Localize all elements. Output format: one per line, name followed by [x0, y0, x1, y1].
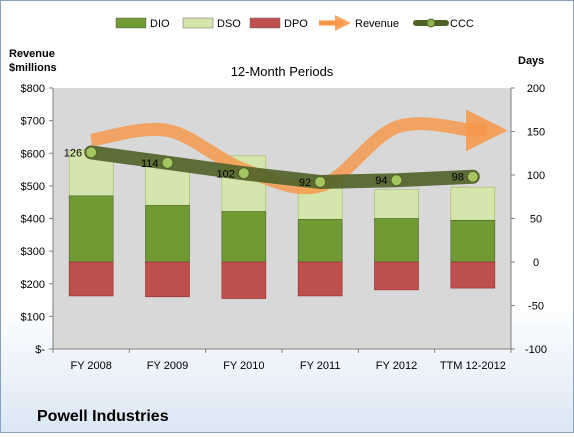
ccc-point-fy-2009: [161, 156, 174, 169]
chart-title: 12-Month Periods: [231, 64, 334, 79]
right-tick-label: 50: [530, 214, 542, 226]
bar-dio-fy-2009: [145, 205, 190, 263]
right-axis-label: Days: [518, 55, 544, 67]
legend-marker-ccc: [426, 18, 436, 28]
left-tick-label: $300: [21, 246, 45, 258]
legend-swatch-dio: [115, 17, 147, 29]
company-name: Powell Industries: [37, 408, 169, 425]
right-tick-label: -50: [528, 301, 544, 313]
ccc-point-fy-2012: [390, 174, 403, 187]
bar-dso-ttm-12-2012: [450, 186, 496, 221]
left-tick-label: $500: [21, 181, 45, 193]
left-tick-label: $800: [21, 83, 45, 95]
bar-dpo-fy-2009: [145, 261, 190, 298]
bar-dso-fy-2012: [374, 189, 419, 219]
legend-label-ccc: CCC: [450, 18, 474, 30]
ccc-label-fy-2010: 102: [216, 168, 234, 180]
ccc-label-fy-2008: 126: [64, 147, 82, 159]
right-tick-label: 0: [533, 257, 539, 269]
x-tick-label-fy-2012: FY 2012: [376, 360, 417, 372]
bar-dpo-fy-2008: [68, 261, 114, 297]
left-axis-label-line1: Revenue: [9, 48, 55, 60]
bar-dio-fy-2012: [374, 218, 419, 263]
ccc-label-fy-2012: 94: [375, 175, 387, 187]
left-tick-label: $600: [21, 148, 45, 160]
ccc-point-fy-2008: [85, 146, 98, 159]
left-axis-label-line2: $millions: [9, 62, 57, 74]
left-tick-label: $200: [21, 279, 45, 291]
left-tick-label: $-: [35, 344, 45, 356]
x-tick-label-fy-2010: FY 2010: [223, 360, 264, 372]
right-tick-label: -100: [525, 344, 547, 356]
legend-label-revenue: Revenue: [355, 18, 399, 30]
bar-dpo-fy-2010: [221, 261, 267, 299]
left-tick-label: $100: [21, 311, 45, 323]
right-tick-label: 100: [527, 170, 545, 182]
left-tick-label: $400: [21, 214, 45, 226]
x-tick-label-fy-2008: FY 2008: [70, 360, 111, 372]
bar-dpo-ttm-12-2012: [450, 261, 496, 289]
legend-label-dso: DSO: [217, 18, 241, 30]
x-tick-label-ttm-12-2012: TTM 12-2012: [440, 360, 506, 372]
x-tick-label-fy-2009: FY 2009: [147, 360, 188, 372]
ccc-line: [84, 145, 480, 189]
right-tick-label: 200: [527, 83, 545, 95]
legend-label-dpo: DPO: [284, 18, 308, 30]
ccc-label-fy-2009: 114: [141, 158, 159, 170]
ccc-label-ttm-12-2012: 98: [452, 172, 464, 184]
ccc-point-fy-2010: [237, 167, 250, 180]
revenue-line: [90, 109, 508, 195]
bar-dio-ttm-12-2012: [450, 219, 496, 263]
right-tick-label: 150: [527, 127, 545, 139]
x-tick-label-fy-2011: FY 2011: [300, 360, 341, 372]
legend-swatch-dso: [182, 17, 214, 29]
left-tick-label: $700: [21, 116, 45, 128]
ccc-point-ttm-12-2012: [466, 170, 479, 183]
bar-dpo-fy-2012: [374, 261, 419, 291]
bar-dio-fy-2011: [297, 219, 343, 263]
bar-dio-fy-2008: [68, 195, 114, 263]
legend-swatch-dpo: [249, 17, 281, 29]
legend-label-dio: DIO: [150, 18, 170, 30]
bar-dpo-fy-2011: [297, 261, 343, 297]
ccc-label-fy-2011: 92: [299, 177, 311, 189]
ccc-point-fy-2011: [314, 175, 327, 188]
bar-dio-fy-2010: [221, 211, 267, 263]
